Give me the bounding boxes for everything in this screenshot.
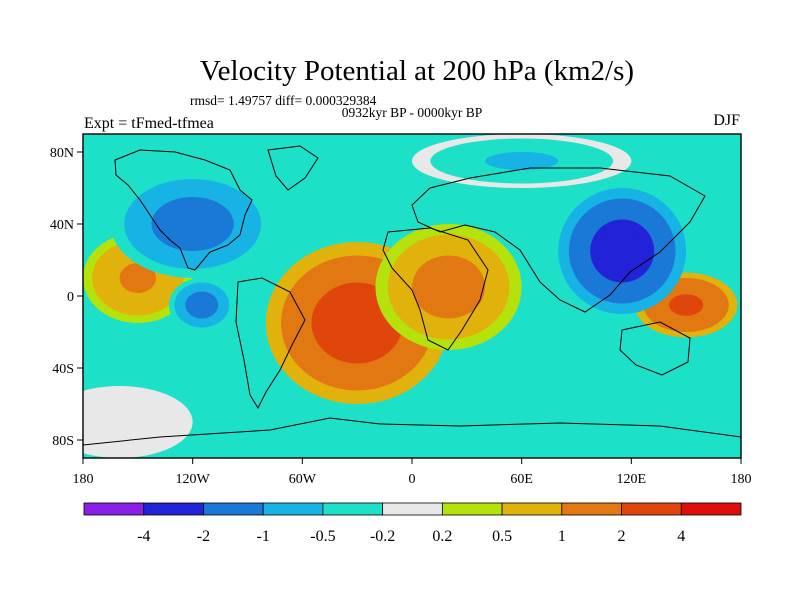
coast-south-america <box>235 277 306 410</box>
colorbar-swatch <box>262 502 324 516</box>
field-center <box>558 188 687 314</box>
y-tick-label: 80S <box>52 434 74 449</box>
y-tick-label: 0 <box>67 290 74 305</box>
y-tick-label: 40S <box>52 362 74 377</box>
field-contour-band <box>178 215 207 233</box>
coastline-layer <box>83 145 741 446</box>
colorbar-swatch <box>83 502 145 516</box>
experiment-label: Expt = tFmed-tfmea <box>84 115 214 132</box>
colorbar-label: 2 <box>618 528 626 545</box>
colorbar-label: 1 <box>558 528 566 545</box>
field-center <box>412 134 632 188</box>
colorbar-swatch <box>621 502 682 516</box>
coast-greenland <box>267 145 319 191</box>
x-tick-label: 180 <box>73 472 94 487</box>
colorbar-swatch <box>441 502 503 516</box>
x-tick-label: 120E <box>617 472 647 487</box>
x-tick-label: 60W <box>289 472 317 487</box>
x-tick-label: 0 <box>409 472 416 487</box>
colorbar-swatch <box>561 502 622 516</box>
colorbar-label: 0.2 <box>432 528 452 545</box>
x-tick-label: 120W <box>176 472 211 487</box>
field-center <box>83 386 193 458</box>
coast-north-america <box>114 149 253 271</box>
coast-antarctica <box>83 417 741 446</box>
season-label: DJF <box>713 112 740 129</box>
field-contour-band <box>436 276 461 298</box>
field-center <box>375 224 522 350</box>
colorbar-label: -0.2 <box>370 528 395 545</box>
colorbar-label: -4 <box>137 528 150 545</box>
coast-australia <box>619 321 691 376</box>
colorbar-swatch <box>143 502 204 516</box>
field-contour-band <box>611 240 633 262</box>
x-tick-label: 180 <box>731 472 752 487</box>
colorbar-swatch <box>382 502 443 516</box>
coast-eurasia <box>411 167 706 313</box>
colorbar-label: -2 <box>197 528 210 545</box>
colorbar-label: -1 <box>257 528 270 545</box>
period-line: 0932kyr BP - 0000kyr BP <box>342 105 483 120</box>
colorbar-swatch <box>501 502 563 516</box>
field-contour-band <box>107 416 132 428</box>
colorbar-label: 0.5 <box>492 528 512 545</box>
colorbar: -4 -2 -1 -0.5 -0.2 0.2 0.5 1 2 4 <box>83 502 742 545</box>
y-tick-label: 40N <box>50 218 74 233</box>
field-contour-band <box>128 270 147 286</box>
y-tick-label: 80N <box>50 146 74 161</box>
y-axis: 80N 40N 0 40S 80S <box>50 146 83 449</box>
x-tick-label: 60E <box>510 472 533 487</box>
coast-africa <box>382 227 489 351</box>
chart-title: Velocity Potential at 200 hPa (km2/s) <box>200 55 634 87</box>
field-contour-band <box>196 300 208 310</box>
stats-line: rmsd= 1.49757 diff= 0.000329384 <box>190 93 377 108</box>
colorbar-label: 4 <box>677 528 685 545</box>
colorbar-swatch <box>680 502 742 516</box>
field-contour-band <box>677 299 695 311</box>
x-axis: 180 120W 60W 0 60E 120E 180 <box>73 458 752 487</box>
colorbar-swatch <box>203 502 264 516</box>
colorbar-label: -0.5 <box>310 528 335 545</box>
field-contour-band <box>341 309 373 337</box>
field-layer <box>83 134 741 458</box>
field-center <box>110 170 275 278</box>
field-contour-band <box>503 156 540 166</box>
colorbar-swatch <box>322 502 384 516</box>
field-center <box>168 278 235 332</box>
